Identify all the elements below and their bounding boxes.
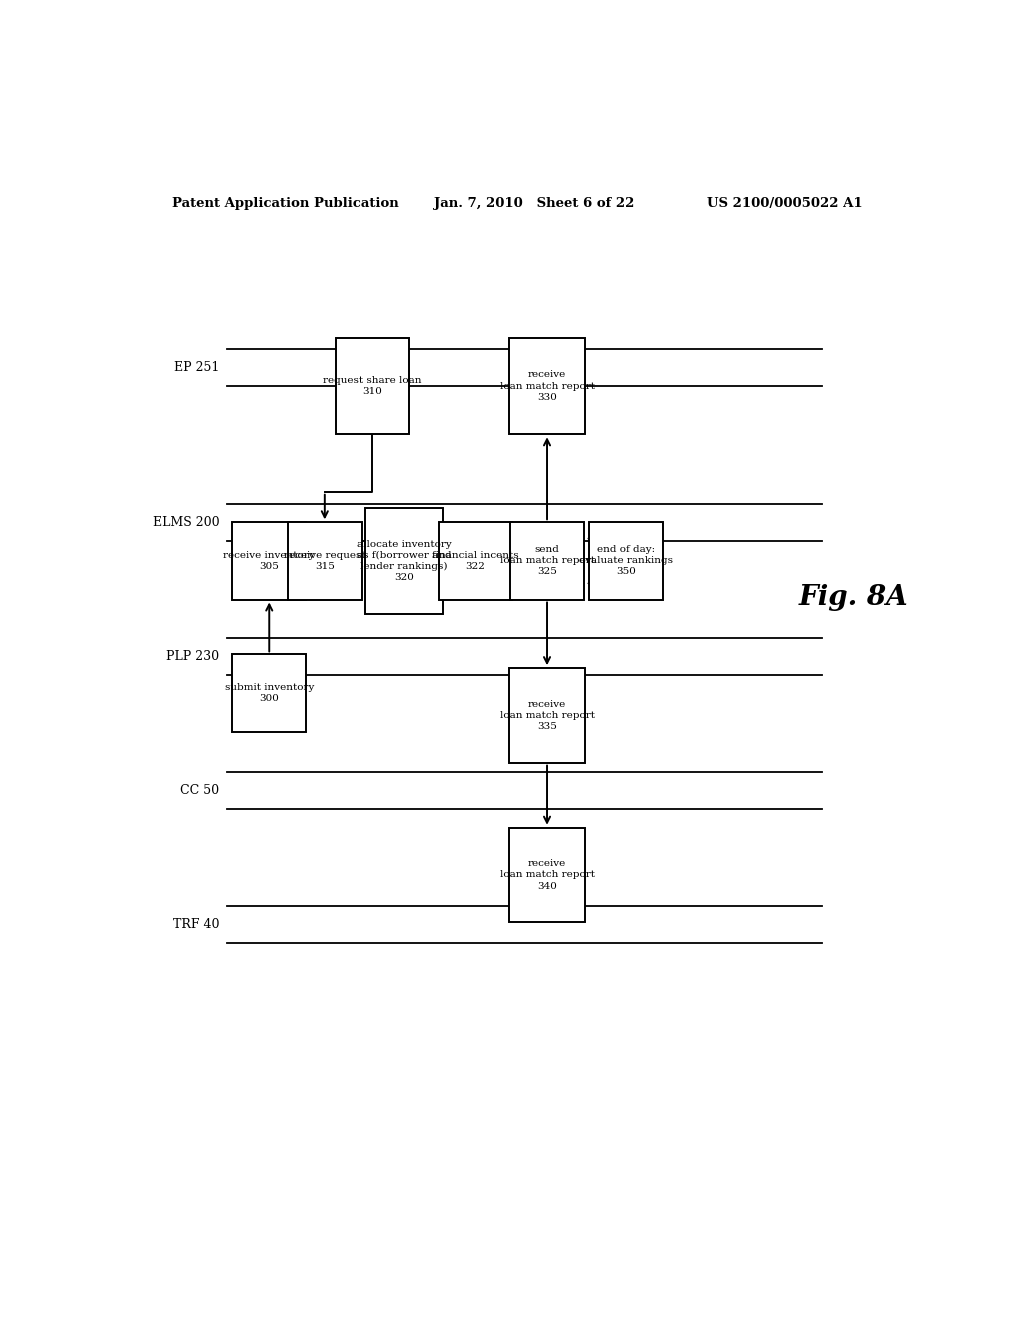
Bar — [509, 668, 585, 763]
Bar — [509, 338, 585, 434]
Text: receive request
315: receive request 315 — [284, 550, 366, 572]
Bar — [336, 338, 410, 434]
Text: request share loan
310: request share loan 310 — [324, 376, 422, 396]
Bar — [509, 828, 585, 923]
Bar — [288, 523, 361, 599]
Text: submit inventory
300: submit inventory 300 — [224, 682, 314, 704]
Text: PLP 230: PLP 230 — [166, 649, 219, 663]
Text: end of day:
evaluate rankings
350: end of day: evaluate rankings 350 — [580, 545, 674, 577]
Text: allocate inventory
as f(borrower and
lender rankings)
320: allocate inventory as f(borrower and len… — [356, 540, 452, 582]
Text: receive
loan match report
335: receive loan match report 335 — [500, 700, 595, 731]
Bar — [590, 523, 664, 599]
Text: Jan. 7, 2010   Sheet 6 of 22: Jan. 7, 2010 Sheet 6 of 22 — [433, 197, 634, 210]
Bar — [366, 507, 443, 614]
Bar — [232, 523, 306, 599]
Text: ELMS 200: ELMS 200 — [153, 516, 219, 529]
Text: receive
loan match report
330: receive loan match report 330 — [500, 371, 595, 401]
Bar — [232, 655, 306, 731]
Text: receive inventory
305: receive inventory 305 — [223, 550, 315, 572]
Text: financial incents
322: financial incents 322 — [432, 550, 519, 572]
Text: Fig. 8A: Fig. 8A — [799, 583, 908, 611]
Text: EP 251: EP 251 — [174, 362, 219, 375]
Text: US 2100/0005022 A1: US 2100/0005022 A1 — [708, 197, 863, 210]
Text: receive
loan match report
340: receive loan match report 340 — [500, 859, 595, 891]
Bar — [510, 523, 584, 599]
Text: send
loan match report
325: send loan match report 325 — [500, 545, 595, 577]
Bar — [438, 523, 512, 599]
Text: CC 50: CC 50 — [180, 784, 219, 797]
Text: Patent Application Publication: Patent Application Publication — [172, 197, 398, 210]
Text: TRF 40: TRF 40 — [173, 919, 219, 932]
